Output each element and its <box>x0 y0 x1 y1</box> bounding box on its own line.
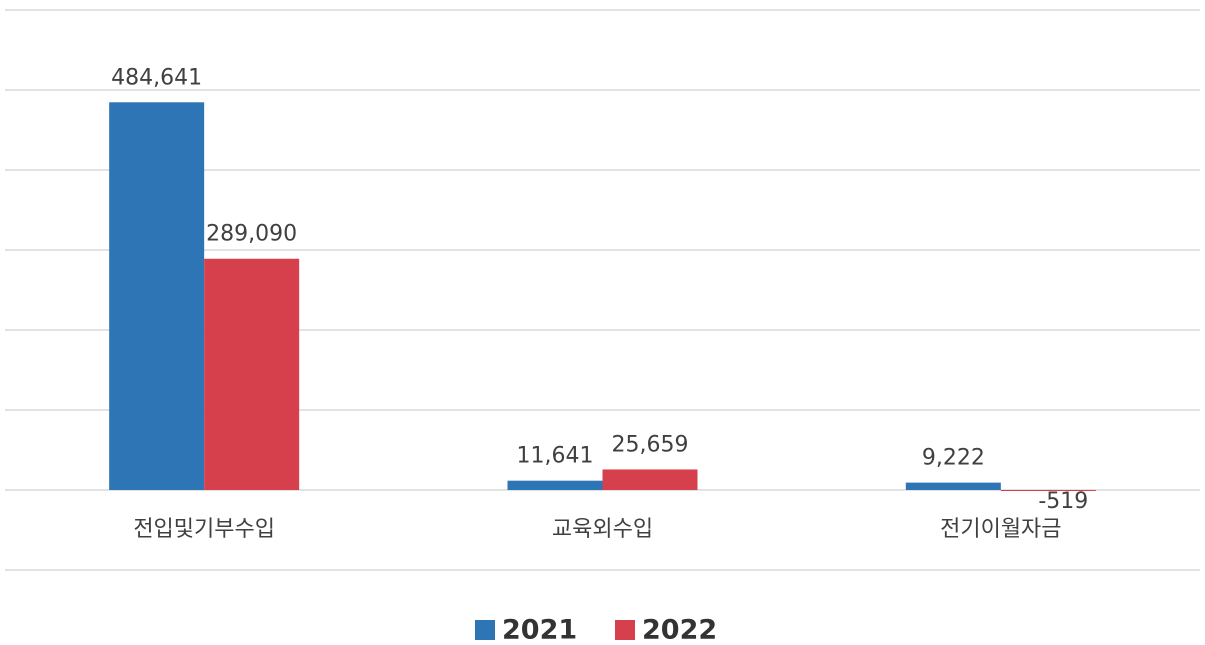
bar <box>109 102 205 490</box>
x-tick-label: 전기이월자금 <box>940 517 1061 542</box>
legend-swatch <box>615 620 635 640</box>
data-label: 25,659 <box>612 432 689 457</box>
legend-label: 2021 <box>502 615 577 645</box>
bar <box>905 482 1001 490</box>
bar <box>204 258 300 490</box>
data-label: 484,641 <box>111 65 202 90</box>
x-tick-label: 교육외수입 <box>552 517 653 542</box>
bar <box>1000 490 1096 491</box>
bar <box>602 469 698 490</box>
data-label: 289,090 <box>206 222 297 247</box>
legend-swatch <box>475 620 495 640</box>
x-tick-label: 전입및기부수입 <box>133 517 275 542</box>
bar <box>507 480 603 490</box>
data-label: 11,641 <box>517 444 594 469</box>
data-label: 9,222 <box>922 446 985 471</box>
legend-label: 2022 <box>642 615 717 645</box>
data-label: -519 <box>1038 489 1088 514</box>
